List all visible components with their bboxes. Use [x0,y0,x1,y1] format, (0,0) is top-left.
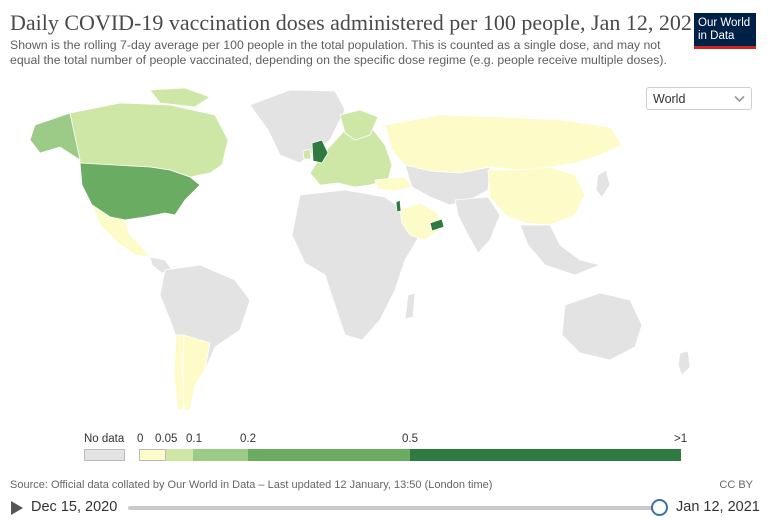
legend-no-data-label: No data [84,433,125,445]
legend-tick-label: 0 [137,433,144,445]
world-map[interactable] [0,85,767,425]
source-note: Source: Official data collated by Our Wo… [10,479,493,491]
logo-line-1: Our World [698,17,751,29]
license-link[interactable]: CC BY [719,479,753,491]
legend-bin-swatch [248,449,410,461]
map-region-turkey[interactable] [374,176,413,192]
map-region-australia[interactable] [561,292,643,361]
legend-tick-label: 0.5 [402,433,418,445]
map-region-south-asia[interactable] [454,196,501,254]
map-region-china[interactable] [487,166,586,226]
legend-no-data-swatch [84,449,125,461]
map-region-israel[interactable] [395,199,402,213]
color-legend: No data 0 0.05 0.1 0.2 0.5 >1 [0,430,767,465]
map-region-new-zealand[interactable] [677,350,691,376]
map-region-mexico[interactable] [91,203,151,258]
logo-line-2: in Data [698,30,735,42]
region-select-value: World [653,92,686,106]
legend-tick-label: 0.2 [240,433,256,445]
owid-logo[interactable]: Our World in Data [694,13,756,49]
map-region-argentina[interactable] [182,334,211,411]
timeline-handle[interactable] [651,499,668,516]
legend-bin-swatch [410,449,681,461]
map-region-japan[interactable] [595,169,611,198]
play-icon[interactable] [11,501,23,515]
legend-tick-label: 0.1 [186,433,202,445]
map-region-ireland[interactable] [302,148,312,160]
timeline-start-date[interactable]: Dec 15, 2020 [31,499,118,515]
legend-bin-swatch [166,449,193,461]
map-region-central-asia[interactable] [404,164,491,206]
map-region-united-kingdom[interactable] [311,139,329,164]
chart-subtitle: Shown is the rolling 7-day average per 1… [10,38,667,67]
legend-tick-label: 0.05 [155,433,178,445]
map-region-madagascar[interactable] [404,292,416,320]
map-region-russia[interactable] [384,114,623,174]
map-region-arctic-islands[interactable] [149,87,211,108]
map-region-scandinavia[interactable] [339,109,379,141]
legend-tick-label: >1 [674,433,688,445]
legend-bin-swatch [139,449,166,461]
map-region-alaska[interactable] [29,112,81,161]
map-region-uae[interactable] [429,218,445,232]
chevron-down-icon [734,95,745,103]
map-region-africa[interactable] [291,189,421,341]
timeline-end-date[interactable]: Jan 12, 2021 [676,499,760,515]
timeline-track[interactable] [128,506,660,510]
map-region-saudi-arabia[interactable] [399,202,441,241]
region-select[interactable]: World [646,87,752,110]
map-region-southeast-asia[interactable] [519,224,602,276]
chart-title: Daily COVID-19 vaccination doses adminis… [10,10,703,35]
legend-bin-swatch [193,449,248,461]
